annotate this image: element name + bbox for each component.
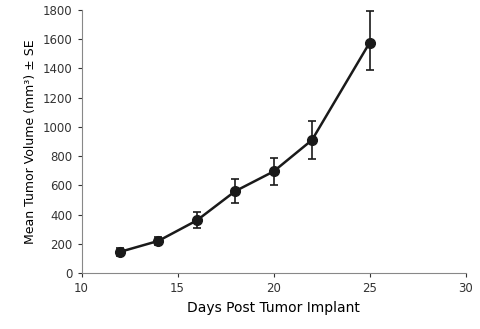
X-axis label: Days Post Tumor Implant: Days Post Tumor Implant — [187, 301, 360, 315]
Y-axis label: Mean Tumor Volume (mm³) ± SE: Mean Tumor Volume (mm³) ± SE — [24, 39, 37, 244]
